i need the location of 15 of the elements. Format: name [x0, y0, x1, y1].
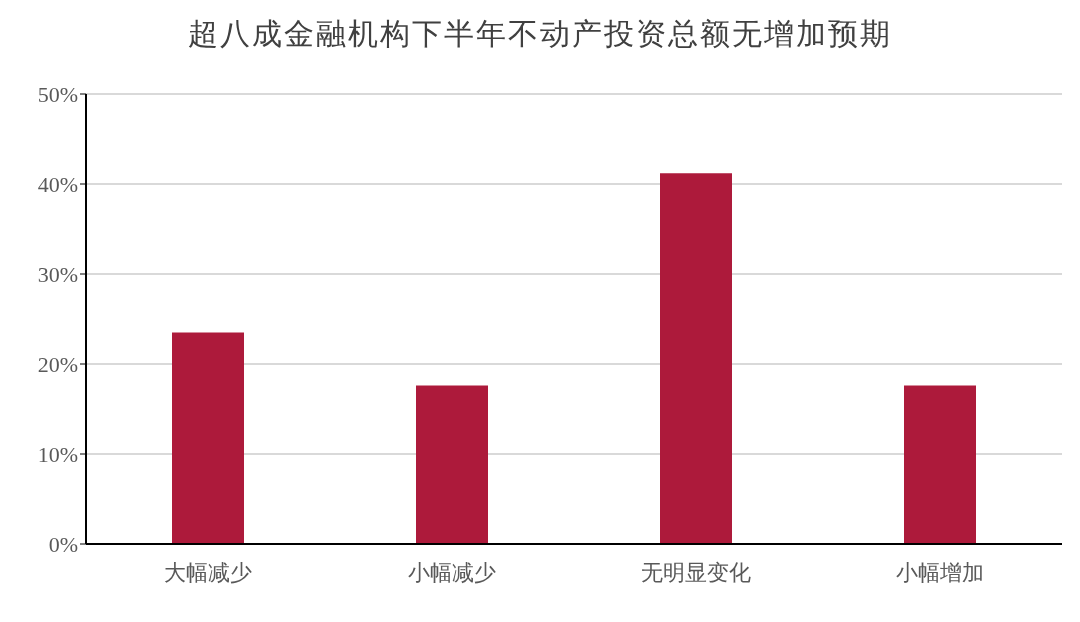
x-tick-label: 小幅减少: [408, 559, 496, 585]
y-tick-label: 50%: [37, 81, 78, 107]
bar: [172, 332, 244, 544]
bar: [416, 385, 488, 544]
y-tick-label: 30%: [37, 261, 78, 287]
bar: [660, 173, 732, 544]
chart-title: 超八成金融机构下半年不动产投资总额无增加预期: [187, 16, 893, 52]
x-tick-label: 大幅减少: [164, 559, 252, 585]
y-tick-label: 40%: [37, 171, 78, 197]
y-tick-label: 0%: [48, 531, 78, 557]
x-tick-label: 无明显变化: [641, 559, 751, 585]
bar: [904, 385, 976, 544]
y-tick-label: 10%: [37, 441, 78, 467]
y-tick-label: 20%: [37, 351, 78, 377]
x-tick-label: 小幅增加: [896, 559, 984, 585]
